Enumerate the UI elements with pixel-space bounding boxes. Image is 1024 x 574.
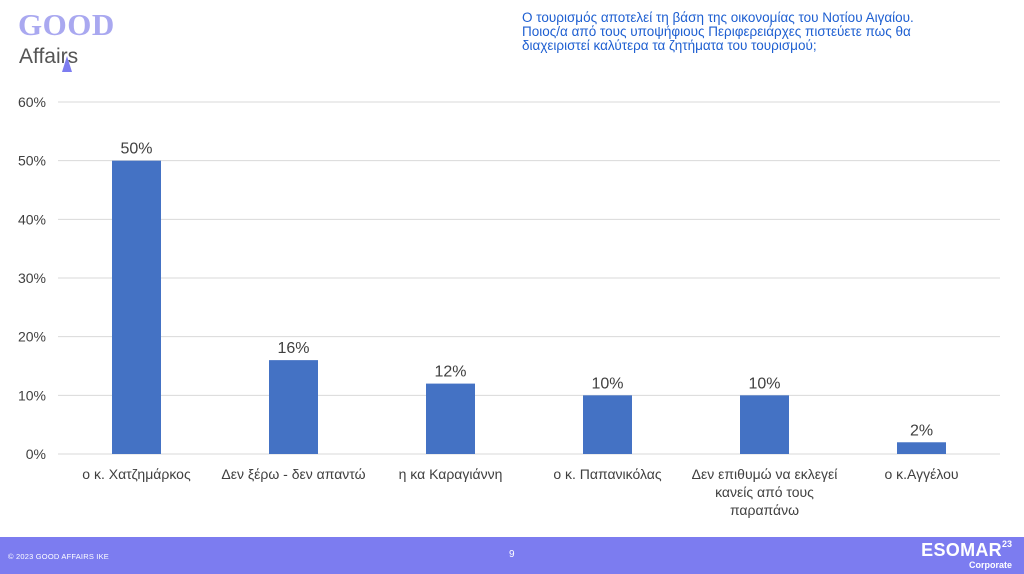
copyright-text: © 2023 GOOD AFFAIRS IKE <box>8 552 109 561</box>
y-tick-label: 0% <box>26 446 46 462</box>
data-label: 12% <box>434 364 466 381</box>
page-number: 9 <box>509 549 515 560</box>
question-line: Ποιος/α από τους υποψήφιους Περιφερειάρχ… <box>522 24 911 39</box>
bar <box>269 360 318 454</box>
esomar-name: ESOMAR <box>921 540 1002 560</box>
logo-good-text: GOOD <box>18 7 115 42</box>
esomar-logo: ESOMAR23 Corporate <box>921 539 1012 570</box>
data-label: 10% <box>591 375 623 392</box>
footer-bar: © 2023 GOOD AFFAIRS IKE 9 ESOMAR23 Corpo… <box>0 537 1024 574</box>
y-tick-label: 50% <box>18 153 46 169</box>
x-tick-label: ο κ. Χατζημάρκος <box>82 466 191 482</box>
bar <box>426 383 475 454</box>
esomar-subtitle: Corporate <box>968 560 1012 570</box>
data-label: 2% <box>910 422 933 439</box>
y-tick-label: 60% <box>18 94 46 110</box>
survey-question: Ο τουρισμός αποτελεί τη βάση της οικονομ… <box>522 11 992 53</box>
question-line: διαχειριστεί καλύτερα τα ζητήματα του το… <box>522 38 817 53</box>
x-tick-label: ο κ.Αγγέλου <box>884 466 958 482</box>
logo-triangle-icon <box>62 56 72 72</box>
good-affairs-logo: GOOD Affairs <box>18 7 128 72</box>
bar <box>583 395 632 454</box>
data-label: 10% <box>748 375 780 392</box>
bar <box>897 442 946 454</box>
x-tick-label: η κα Καραγιάννη <box>399 466 503 482</box>
x-tick-label: παραπάνω <box>730 502 799 518</box>
y-tick-label: 20% <box>18 329 46 345</box>
data-label: 50% <box>120 141 152 158</box>
esomar-year: 23 <box>1001 539 1012 549</box>
x-tick-label: κανείς από τους <box>715 484 814 500</box>
y-tick-label: 30% <box>18 270 46 286</box>
bar <box>740 395 789 454</box>
y-tick-label: 40% <box>18 211 46 227</box>
x-tick-label: Δεν ξέρω - δεν απαντώ <box>221 466 365 482</box>
question-line: Ο τουρισμός αποτελεί τη βάση της οικονομ… <box>522 10 914 25</box>
bar-chart: 0% 10% 20% 30% 40% 50% 60% 50% ο κ. Χατζημάρκος 1… <box>18 94 1000 518</box>
x-tick-label: Δεν επιθυμώ να εκλεγεί <box>692 466 838 482</box>
y-tick-label: 10% <box>18 387 46 403</box>
data-label: 16% <box>277 340 309 357</box>
bar <box>112 160 161 454</box>
x-tick-label: ο κ. Παπανικόλας <box>553 466 662 482</box>
logo-affairs-text: Affairs <box>19 45 79 68</box>
